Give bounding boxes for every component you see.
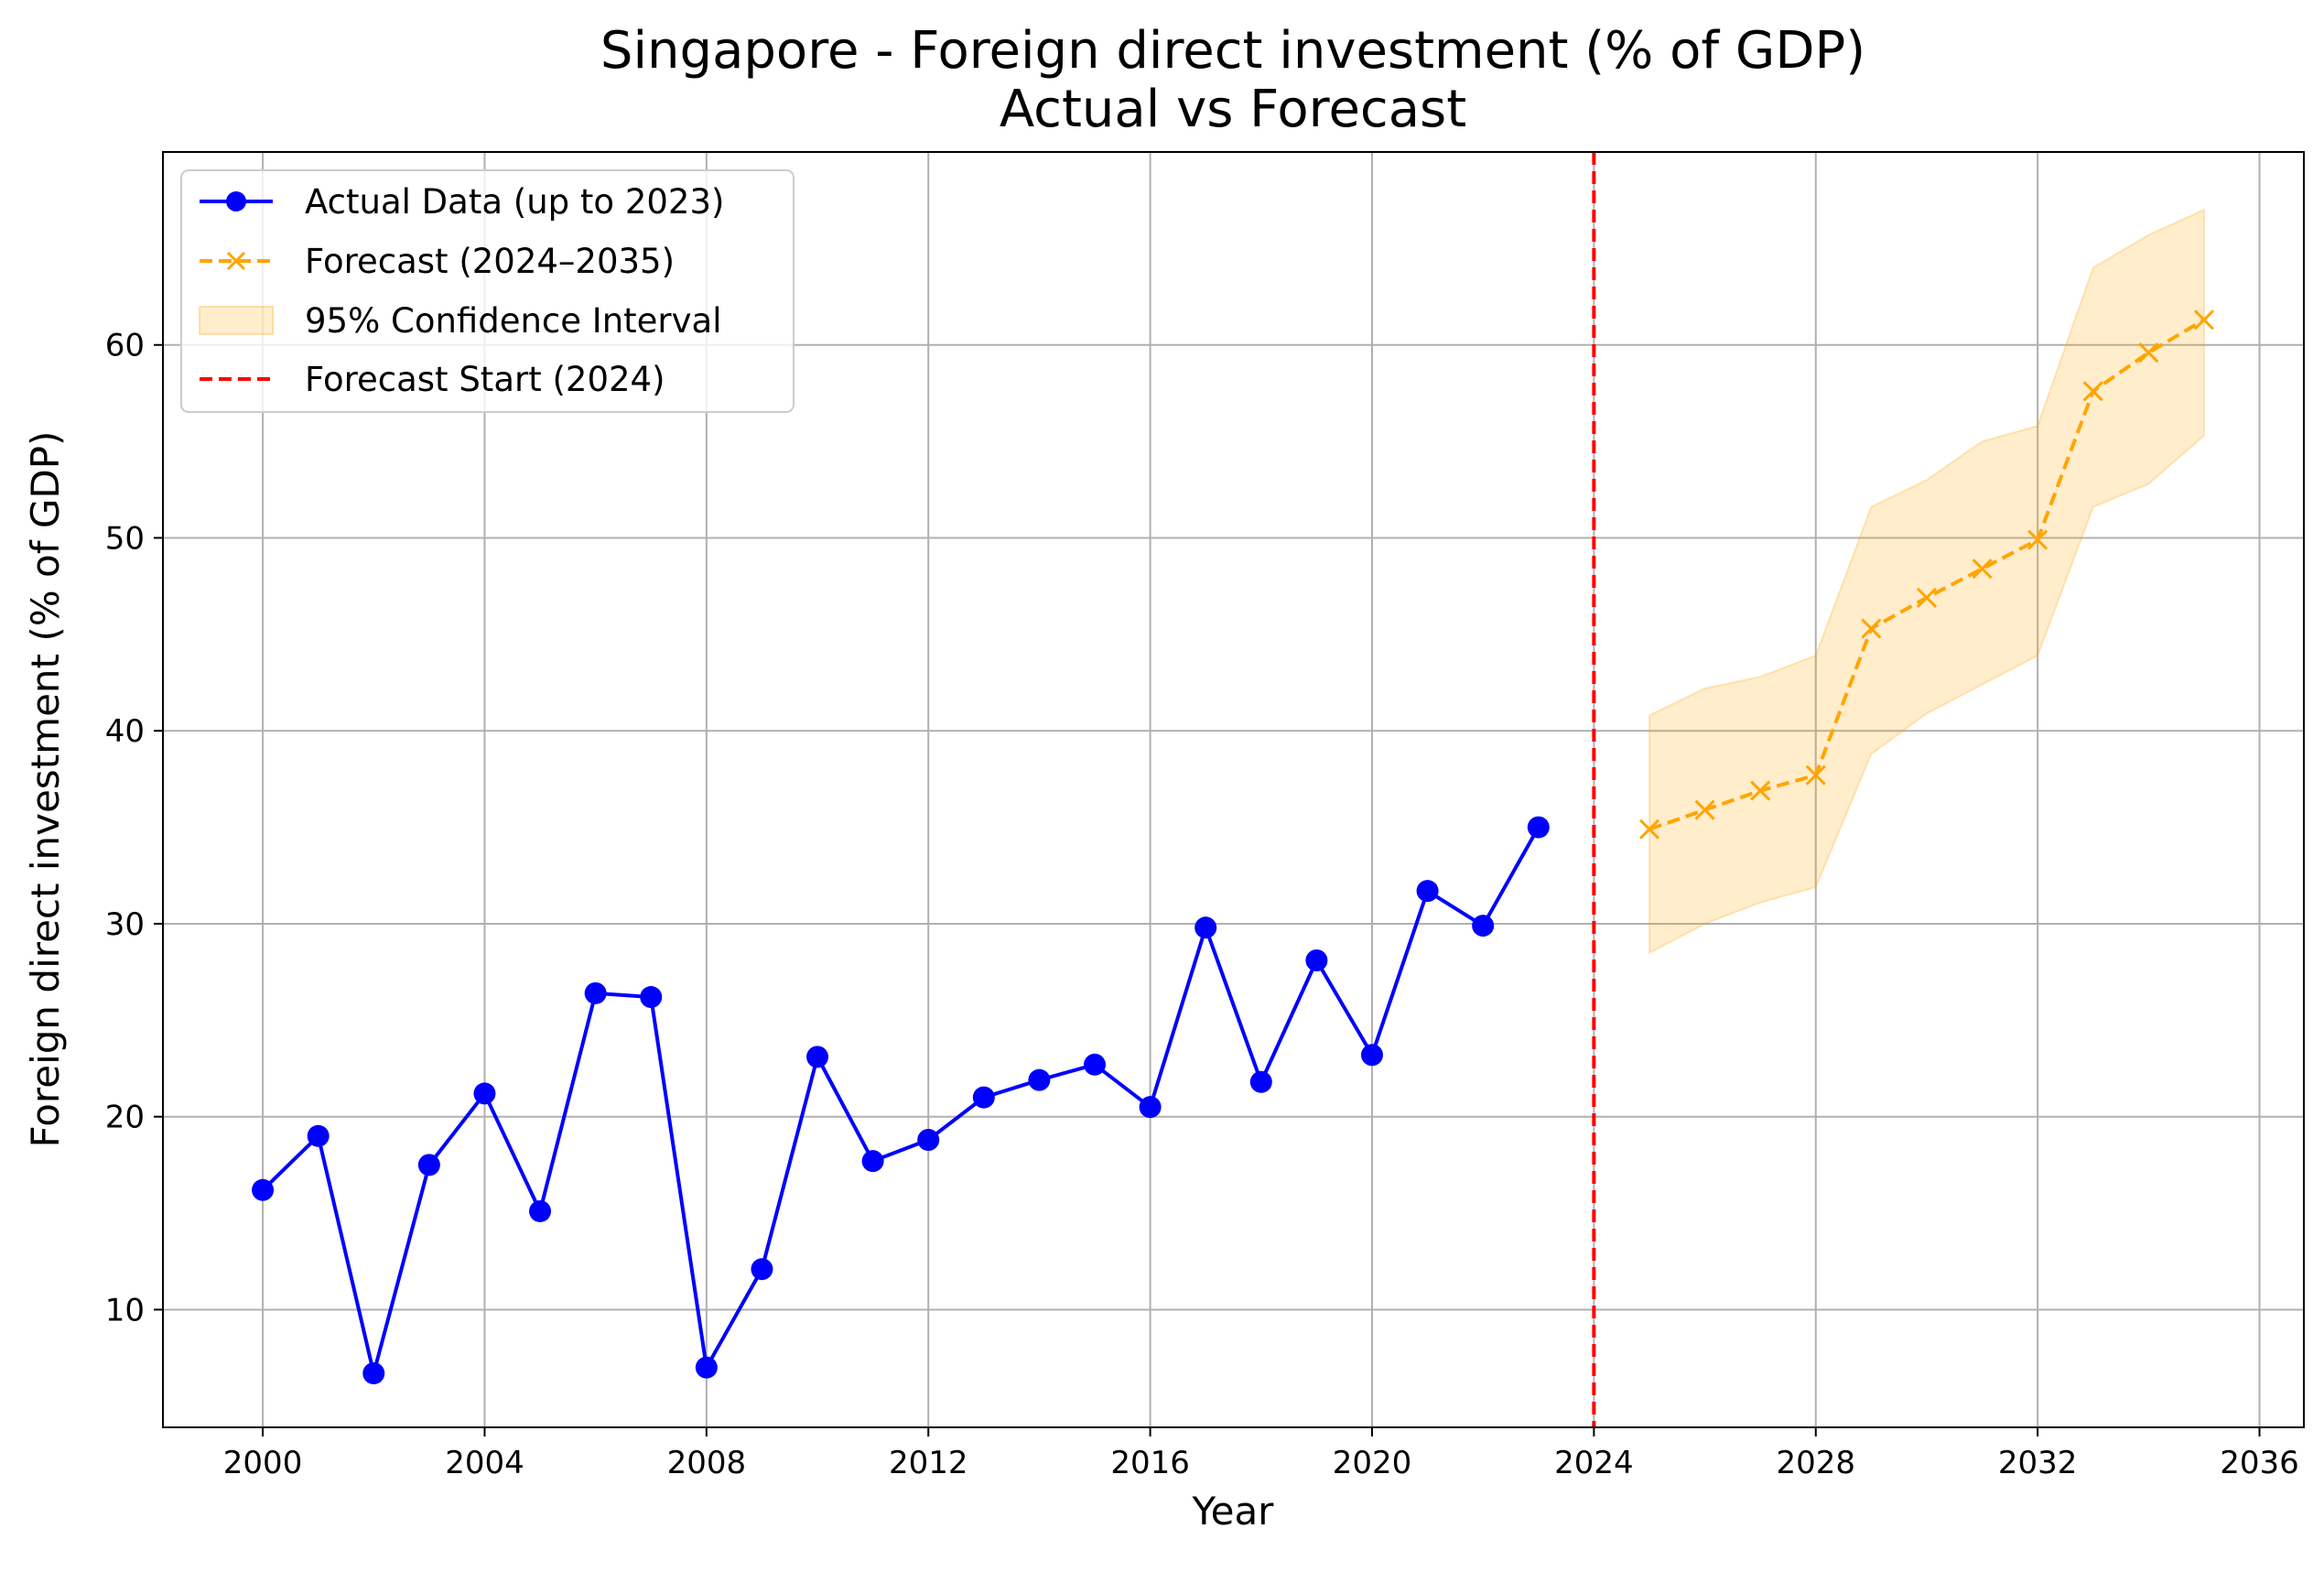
actual-point <box>473 1082 496 1105</box>
x-tick-label: 2032 <box>1998 1445 2078 1481</box>
actual-point <box>1527 816 1550 839</box>
forecast-point <box>1972 558 1993 580</box>
x-axis-ticks: 2000 2004 2008 2012 2016 2020 2024 2028 2032 2036 <box>223 1427 2299 1481</box>
actual-point <box>751 1258 773 1281</box>
actual-point <box>806 1046 829 1068</box>
legend-confidence-swatch <box>199 306 274 335</box>
actual-point <box>640 986 663 1009</box>
x-tick-label: 2016 <box>1110 1445 1190 1481</box>
y-tick-label: 50 <box>105 520 145 557</box>
actual-point <box>695 1356 718 1379</box>
confidence-band <box>1648 208 2205 955</box>
actual-point <box>861 1150 884 1173</box>
forecast-point <box>1805 764 1826 786</box>
x-tick-label: 2012 <box>889 1445 968 1481</box>
y-axis-label: Foreign direct investment (% of GDP) <box>23 431 68 1148</box>
legend-forecast-marker <box>226 251 246 271</box>
actual-point <box>1249 1070 1272 1093</box>
y-axis-ticks: 10 20 30 40 50 60 <box>105 328 163 1328</box>
plot-frame <box>162 151 2305 1428</box>
forecast-point <box>1916 587 1938 608</box>
actual-point <box>362 1361 385 1384</box>
legend: Actual Data (up to 2023) Forecast (2024–… <box>180 169 794 413</box>
x-tick-label: 2036 <box>2220 1445 2299 1481</box>
x-tick-label: 2000 <box>223 1445 303 1481</box>
actual-point <box>252 1178 275 1201</box>
x-tick-label: 2008 <box>667 1445 747 1481</box>
legend-box <box>180 169 794 413</box>
actual-point <box>1416 880 1439 903</box>
legend-confidence-label: 95% Confidence Interval <box>305 301 722 341</box>
actual-point <box>1360 1044 1383 1067</box>
forecast-point <box>2027 529 2048 550</box>
actual-point <box>417 1154 440 1176</box>
forecast-point <box>1861 618 1882 639</box>
legend-actual-label: Actual Data (up to 2023) <box>305 182 724 222</box>
actual-point <box>1194 916 1217 939</box>
actual-point <box>1028 1068 1051 1091</box>
y-tick-label: 60 <box>105 328 145 364</box>
chart-title: Singapore - Foreign direct investment (%… <box>600 21 1865 81</box>
confidence-band-layer <box>1648 208 2205 955</box>
actual-point <box>529 1199 552 1222</box>
forecast-point <box>1638 819 1660 840</box>
chart-subtitle: Actual vs Forecast <box>1000 80 1466 139</box>
actual-point <box>1084 1053 1107 1076</box>
actual-point <box>307 1124 330 1147</box>
actual-series-line <box>261 826 1540 1375</box>
actual-point <box>917 1128 940 1151</box>
actual-point <box>972 1086 995 1109</box>
legend-actual-marker <box>226 191 246 211</box>
legend-forecast-label: Forecast (2024–2035) <box>305 242 675 281</box>
y-tick-label: 40 <box>105 713 145 750</box>
forecast-point <box>2138 342 2159 363</box>
y-tick-label: 10 <box>105 1292 145 1328</box>
forecast-point <box>2193 309 2214 331</box>
x-tick-label: 2024 <box>1554 1445 1634 1481</box>
x-tick-label: 2020 <box>1333 1445 1412 1481</box>
forecast-point <box>1694 799 1715 820</box>
y-tick-label: 30 <box>105 906 145 943</box>
y-tick-label: 20 <box>105 1100 145 1136</box>
legend-forecast-start-label: Forecast Start (2024) <box>305 360 665 399</box>
series-layer <box>252 309 2214 1384</box>
forecast-point <box>1750 780 1771 801</box>
actual-point <box>1305 949 1328 972</box>
actual-point <box>1139 1096 1162 1119</box>
actual-point <box>584 981 607 1004</box>
forecast-point <box>2082 381 2103 402</box>
x-axis-label: Year <box>1192 1489 1275 1534</box>
actual-point <box>1472 915 1495 938</box>
x-tick-label: 2004 <box>445 1445 524 1481</box>
x-tick-label: 2028 <box>1776 1445 1855 1481</box>
